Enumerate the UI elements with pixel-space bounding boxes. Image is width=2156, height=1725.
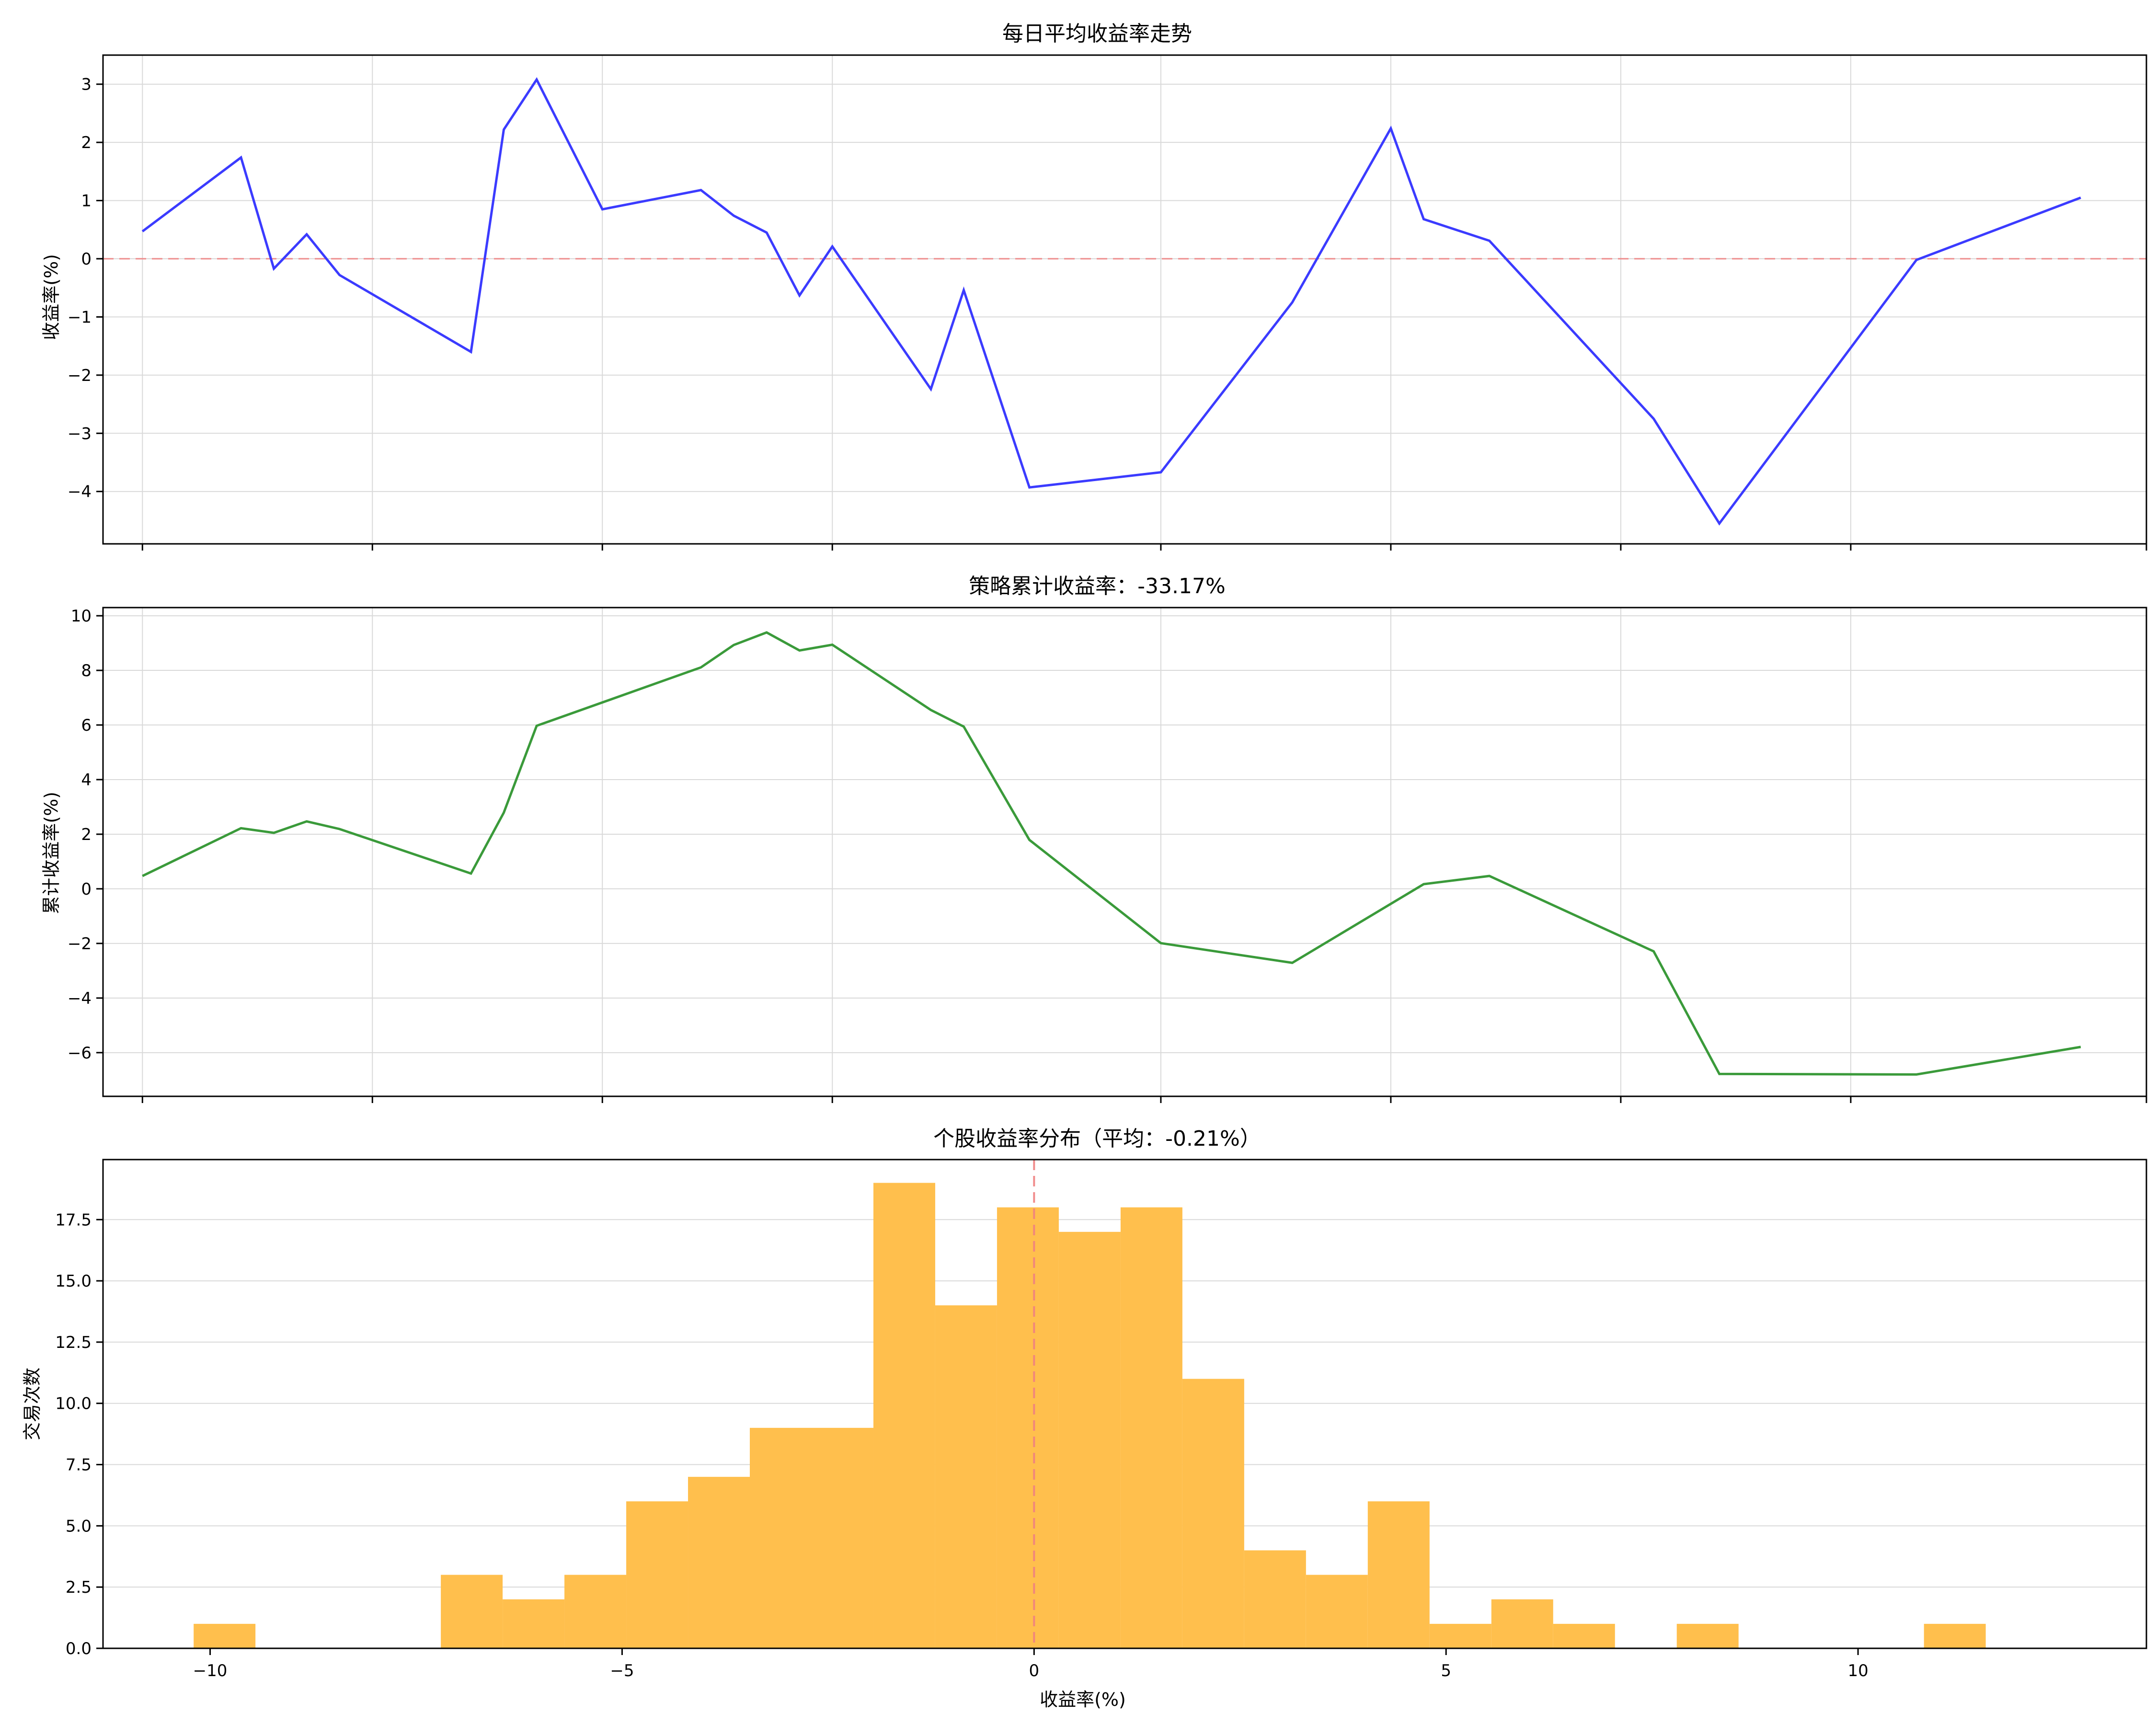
- y-tick-label: 1: [81, 192, 92, 211]
- histogram-bar: [811, 1427, 873, 1648]
- histogram-bar: [750, 1427, 812, 1648]
- return-distribution-xlabel: 收益率(%): [1040, 1689, 1126, 1710]
- daily-return-grid: [103, 55, 2147, 544]
- y-tick-label: 4: [81, 770, 92, 790]
- return-distribution-title: 个股收益率分布（平均：-0.21%）: [933, 1127, 1261, 1151]
- cumulative-return-ylabel: 累计收益率(%): [41, 792, 62, 914]
- y-tick-label: 0: [81, 880, 92, 899]
- y-tick-label: 3: [81, 75, 92, 94]
- y-tick-label: 8: [81, 661, 92, 680]
- histogram-bar: [1553, 1623, 1615, 1648]
- cumulative-return-title: 策略累计收益率：-33.17%: [969, 574, 1226, 598]
- cumulative-return-xtick-marks: [141, 1096, 2147, 1103]
- cumulative-return-panel: 策略累计收益率：-33.17% 累计收益率(%) 10 8 6 4 2 0 −2 −4 −6: [41, 574, 2147, 1103]
- y-tick-label: −1: [68, 308, 92, 327]
- x-tick-label: 5: [1441, 1661, 1451, 1680]
- cumulative-return-line: [142, 631, 2081, 1076]
- y-tick-label: 7.5: [66, 1456, 92, 1475]
- return-distribution-bars: [194, 1183, 1986, 1648]
- y-tick-label: 6: [81, 716, 92, 735]
- y-tick-label: 2: [81, 825, 92, 844]
- histogram-bar: [873, 1183, 935, 1648]
- histogram-bar: [503, 1599, 565, 1648]
- histogram-bar: [935, 1305, 997, 1648]
- return-distribution-frame: [102, 1159, 2147, 1649]
- y-tick-label: 0: [81, 250, 92, 269]
- y-tick-label: −6: [68, 1044, 92, 1063]
- y-tick-label: 0.0: [66, 1639, 92, 1658]
- cumulative-return-frame: [102, 607, 2147, 1097]
- return-distribution-xticks: −10 −5 0 5 10: [193, 1648, 1869, 1680]
- x-tick-label: −5: [610, 1661, 634, 1680]
- y-tick-label: 12.5: [55, 1333, 92, 1352]
- y-tick-label: −3: [68, 424, 92, 443]
- return-distribution-panel: 个股收益率分布（平均：-0.21%） 交易次数 收益率(%) 0.0 2.5 5.0…: [22, 1127, 2147, 1710]
- y-tick-label: 5.0: [66, 1517, 92, 1536]
- y-tick-label: −4: [68, 483, 92, 502]
- daily-return-title: 每日平均收益率走势: [1002, 22, 1192, 46]
- histogram-bar: [1182, 1379, 1244, 1648]
- histogram-bar: [1367, 1501, 1430, 1648]
- x-tick-label: 10: [1847, 1661, 1868, 1680]
- y-tick-label: −4: [68, 989, 92, 1008]
- histogram-bar: [1676, 1623, 1739, 1648]
- return-distribution-yticks: 0.0 2.5 5.0 7.5 10.0 12.5 15.0 17.5: [55, 1210, 103, 1658]
- histogram-bar: [564, 1575, 627, 1648]
- histogram-bar: [441, 1575, 503, 1648]
- histogram-bar: [1429, 1623, 1491, 1648]
- y-tick-label: 15.0: [55, 1272, 92, 1291]
- daily-return-panel: 每日平均收益率走势 收益率(%) 3 2 1 0 −1 −2 −3 −4: [41, 22, 2147, 551]
- y-tick-label: 10: [71, 607, 92, 626]
- daily-return-ylabel: 收益率(%): [41, 254, 62, 340]
- y-tick-label: 2: [81, 133, 92, 152]
- histogram-bar: [1058, 1231, 1121, 1648]
- y-tick-label: −2: [68, 934, 92, 954]
- cumulative-return-yticks: 10 8 6 4 2 0 −2 −4 −6: [68, 607, 103, 1063]
- x-tick-label: 0: [1029, 1661, 1040, 1680]
- y-tick-label: 2.5: [66, 1578, 92, 1597]
- daily-return-yticks: 3 2 1 0 −1 −2 −3 −4: [68, 75, 103, 502]
- histogram-bar: [688, 1477, 750, 1648]
- daily-return-xtick-marks: [141, 544, 2147, 551]
- y-tick-label: 17.5: [55, 1210, 92, 1230]
- histogram-bar: [194, 1623, 256, 1648]
- return-distribution-ylabel: 交易次数: [22, 1368, 43, 1440]
- histogram-bar: [997, 1207, 1059, 1648]
- daily-return-frame: [102, 54, 2147, 545]
- histogram-bar: [1120, 1207, 1182, 1648]
- histogram-bar: [1306, 1575, 1368, 1648]
- y-tick-label: −2: [68, 366, 92, 385]
- histogram-bar: [1924, 1623, 1986, 1648]
- daily-return-line: [141, 77, 2081, 526]
- histogram-bar: [1244, 1550, 1306, 1648]
- x-tick-label: −10: [193, 1661, 228, 1680]
- cumulative-return-grid: [103, 608, 2147, 1096]
- histogram-bar: [626, 1501, 688, 1648]
- histogram-bar: [1491, 1599, 1553, 1648]
- y-tick-label: 10.0: [55, 1394, 92, 1414]
